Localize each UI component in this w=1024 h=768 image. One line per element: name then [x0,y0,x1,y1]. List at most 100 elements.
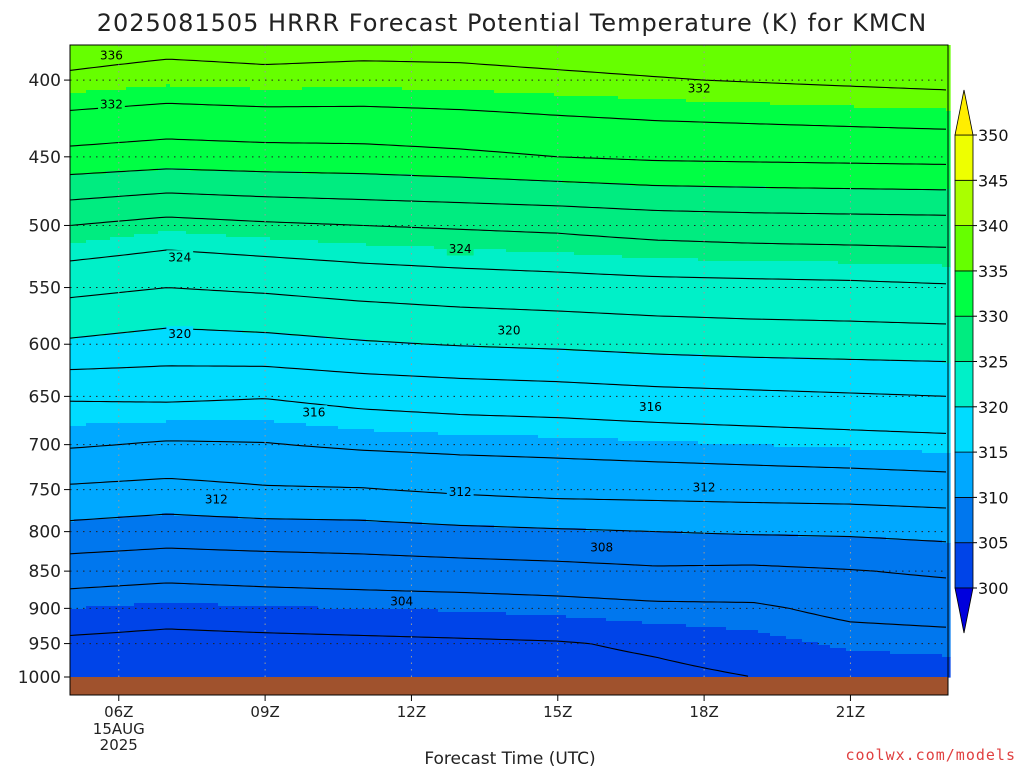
field-cell-286 [210,516,215,604]
field-cell-1266 [702,186,707,262]
field-cell-1260 [698,354,703,445]
field-cell-1055 [594,618,599,678]
field-cell-1579 [858,264,863,361]
field-cell-292 [214,330,219,421]
field-cell-938 [538,180,543,253]
field-cell-316 [226,330,231,421]
field-cell-497 [318,87,323,175]
field-cell-1314 [726,186,731,262]
field-cell-1678 [906,540,911,655]
contour-318 [69,365,947,397]
field-cell-176 [158,45,163,88]
field-cell-773 [454,435,459,526]
contour-label-bg [202,492,230,507]
field-cell-195 [166,231,171,328]
field-cell-63 [98,606,103,678]
field-cell-1618 [878,189,883,265]
field-cell-25 [82,93,87,175]
field-cell-234 [186,168,191,235]
field-cell-1354 [746,186,751,262]
field-cell-889 [514,93,519,181]
field-cell-627 [382,246,387,343]
field-cell-1358 [746,534,751,631]
field-cell-1017 [578,96,583,184]
field-cell-1112 [626,45,631,100]
field-cell-1468 [802,357,807,448]
field-cell-441 [290,90,295,172]
field-cell-340 [238,330,243,421]
field-cell-542 [338,519,343,610]
contour-label-316: 316 [639,400,662,414]
field-cell-1101 [618,441,623,532]
field-cell-1178 [658,186,663,259]
field-cell-1620 [878,360,883,451]
field-cell-1681 [910,108,915,190]
field-cell-518 [326,519,331,610]
field-cell-1306 [722,186,727,262]
field-cell-315 [226,237,231,331]
field-cell-135 [134,603,139,678]
colorbar-band-335 [954,225,974,272]
field-cell-1462 [798,537,803,640]
field-cell-342 [238,519,243,607]
field-cell-777 [458,90,463,178]
contour-label-bg [388,594,416,609]
field-cell-1587 [862,264,867,361]
field-cell-1374 [754,534,759,631]
field-cell-267 [202,234,207,331]
field-cell-1689 [914,108,919,190]
field-cell-1366 [750,534,755,631]
field-cell-1679 [906,654,911,678]
field-cell-1586 [862,189,867,265]
field-cell-1458 [798,189,803,262]
field-cell-73 [106,90,111,172]
field-cell-155 [146,234,151,331]
field-cell-1221 [678,441,683,532]
field-cell-19 [78,243,83,337]
field-cell-372 [254,333,259,421]
field-cell-1380 [758,357,763,445]
field-cell-1377 [758,102,763,187]
colorbar-band-315 [954,406,974,453]
field-cell-183 [158,603,163,678]
field-cell-607 [370,609,375,678]
field-cell-1209 [674,99,679,187]
colorbar-band-300 [954,542,974,589]
field-cell-406 [270,519,275,607]
field-cell-432 [286,45,291,91]
colorbar-label-325: 325 [978,353,1009,372]
field-cell-652 [394,342,399,433]
field-cell-1685 [910,450,915,541]
colorbar-band-310 [954,451,974,498]
field-cell-661 [398,432,403,523]
field-cell-1251 [694,258,699,355]
field-cell-47 [90,606,95,678]
field-cell-1423 [778,636,783,678]
field-cell-235 [186,234,191,331]
field-cell-1641 [890,108,895,190]
field-cell-36 [86,336,91,424]
field-cell-891 [514,252,519,349]
field-cell-694 [414,522,419,610]
field-cell-1568 [854,45,859,109]
field-cell-319 [226,606,231,678]
field-cell-1060 [598,351,603,439]
field-cell-1151 [642,624,647,678]
field-cell-1349 [742,444,747,535]
field-cell-1609 [874,108,879,190]
field-cell-1041 [590,96,595,184]
field-cell-282 [210,171,215,235]
field-cell-1435 [786,261,791,358]
field-cell-605 [370,429,375,523]
field-cell-1216 [678,45,683,100]
field-cell-620 [378,342,383,433]
field-cell-1043 [590,255,595,352]
field-cell-1411 [774,261,779,358]
field-cell-1725 [930,453,935,541]
field-cell-1594 [866,189,871,265]
field-cell-1581 [858,450,863,538]
field-cell-747 [442,249,447,346]
field-cell-369 [254,90,259,172]
field-cell-1741 [938,453,943,541]
